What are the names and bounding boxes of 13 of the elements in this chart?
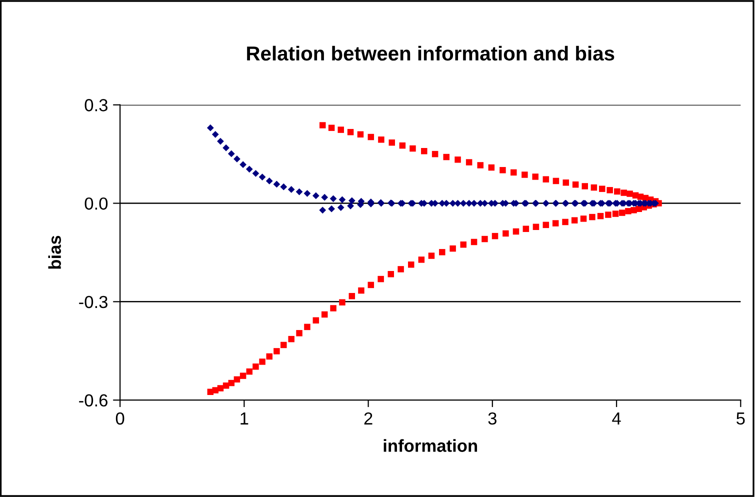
chart-title: Relation between information and bias	[247, 46, 614, 61]
x-tick-label: 0	[116, 412, 124, 425]
y-tick-label: -0.3	[79, 296, 108, 308]
y-tick-label: -0.6	[79, 394, 108, 407]
x-tick-label: 5	[736, 412, 745, 425]
x-tick-label: 2	[364, 412, 372, 424]
x-axis-title: information	[384, 439, 478, 452]
y-axis-title: bias	[48, 236, 62, 269]
x-tick-label: 1	[240, 412, 248, 424]
x-tick-label: 4	[612, 412, 621, 424]
y-tick-label: 0.3	[84, 99, 108, 112]
y-tick-label: 0.0	[84, 197, 108, 210]
x-tick-label: 3	[488, 412, 496, 425]
